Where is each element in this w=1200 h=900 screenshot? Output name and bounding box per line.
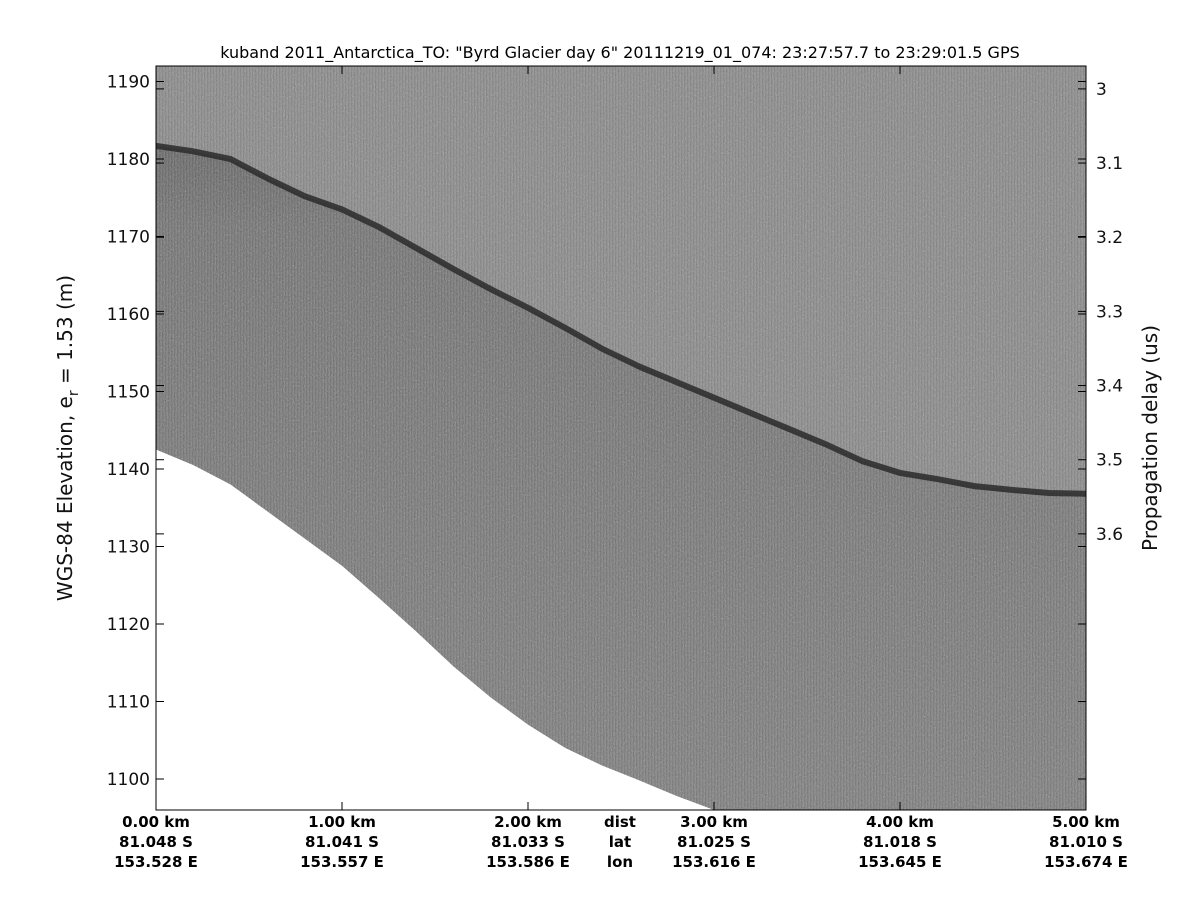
y-axis-title: WGS-84 Elevation, er = 1.53 (m) — [53, 275, 82, 601]
row-label-lon: lon — [607, 853, 633, 871]
y-tick-label: 1180 — [107, 150, 150, 170]
plot-area — [156, 66, 1086, 810]
row-label-lat: lat — [609, 833, 631, 851]
y-tick-label: 1140 — [107, 460, 150, 480]
y2-tick-label: 3.5 — [1096, 451, 1123, 471]
row-labels: dist lat lon — [604, 813, 636, 871]
y2-tick-label: 3.3 — [1096, 302, 1123, 322]
x-label-dist: 4.00 km — [866, 813, 934, 831]
y-tick-label: 1130 — [107, 538, 150, 558]
row-label-dist: dist — [604, 813, 636, 831]
x-label-lat: 81.018 S — [863, 833, 937, 851]
surface-return-line — [156, 142, 1086, 497]
y-axis-title-main: WGS-84 Elevation, e — [53, 396, 77, 601]
x-label-lat: 81.025 S — [677, 833, 751, 851]
x-label-lon: 153.616 E — [672, 853, 756, 871]
no-data-cover — [156, 449, 714, 810]
y-tick-label: 1110 — [107, 693, 150, 713]
x-label-lat: 81.033 S — [491, 833, 565, 851]
right-axis: 3 3.1 3.2 3.3 3.4 3.5 3.6 — [156, 80, 1123, 545]
x-label-lon: 153.674 E — [1044, 853, 1128, 871]
bottom-axis-labels: 0.00 km 81.048 S 153.528 E 1.00 km 81.041 S 1… — [114, 66, 1128, 871]
x-label-dist: 1.00 km — [308, 813, 376, 831]
y2-tick-label: 3.6 — [1096, 525, 1123, 545]
x-label-lat: 81.041 S — [305, 833, 379, 851]
y-tick-label: 1100 — [107, 770, 150, 790]
left-axis: 1190 1180 1170 1160 1150 1140 1130 1120 1110 1100 — [107, 73, 1086, 790]
y2-tick-label: 3.2 — [1096, 228, 1123, 248]
x-label-dist: 5.00 km — [1052, 813, 1120, 831]
x-label-lon: 153.645 E — [858, 853, 942, 871]
y2-tick-label: 3 — [1096, 80, 1107, 100]
y2-axis-title: Propagation delay (us) — [1138, 325, 1162, 551]
x-label-lon: 153.557 E — [300, 853, 384, 871]
chart-title: kuband 2011_Antarctica_TO: "Byrd Glacier… — [220, 43, 1020, 63]
x-label-lon: 153.528 E — [114, 853, 198, 871]
y-tick-label: 1170 — [107, 228, 150, 248]
y2-tick-label: 3.1 — [1096, 154, 1123, 174]
y-tick-label: 1160 — [107, 305, 150, 325]
x-label-dist: 2.00 km — [494, 813, 562, 831]
y-tick-label: 1190 — [107, 73, 150, 93]
y-tick-label: 1150 — [107, 383, 150, 403]
plot-frame — [155, 65, 1087, 811]
y-tick-label: 1120 — [107, 615, 150, 635]
y-axis-title-tail: = 1.53 (m) — [53, 275, 77, 390]
x-label-lon: 153.586 E — [486, 853, 570, 871]
x-label-dist: 3.00 km — [680, 813, 748, 831]
x-label-dist: 0.00 km — [122, 813, 190, 831]
y2-tick-label: 3.4 — [1096, 377, 1123, 397]
x-label-lat: 81.010 S — [1049, 833, 1123, 851]
y-axis-title-subscript: r — [66, 390, 82, 396]
x-label-lat: 81.048 S — [119, 833, 193, 851]
